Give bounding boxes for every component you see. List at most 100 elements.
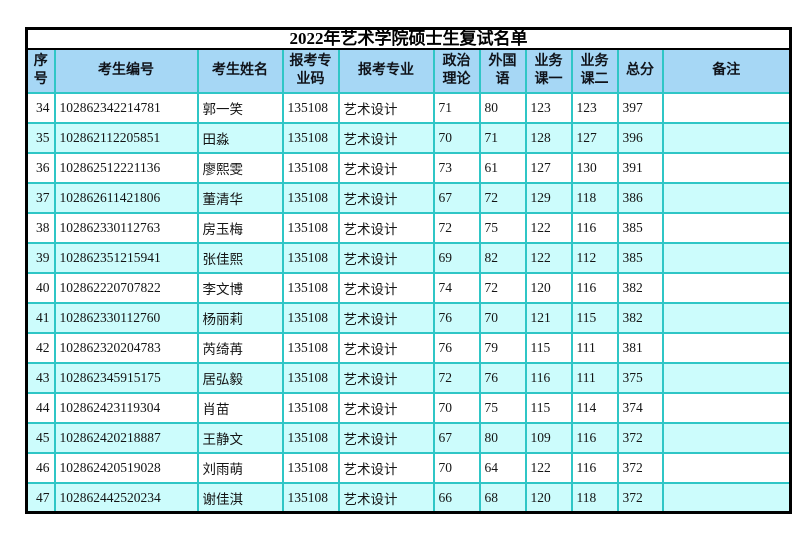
cell-seq: 37 bbox=[25, 181, 56, 214]
cell-candidate_id: 102862320204783 bbox=[53, 331, 199, 364]
cell-seq: 36 bbox=[25, 151, 56, 184]
cell-candidate_id: 102862420519028 bbox=[53, 451, 199, 484]
cell-major: 艺术设计 bbox=[337, 481, 435, 514]
cell-politics: 76 bbox=[432, 301, 481, 334]
cell-remark bbox=[661, 451, 792, 484]
cell-remark bbox=[661, 331, 792, 364]
cell-course2: 116 bbox=[570, 451, 619, 484]
cell-name: 田淼 bbox=[196, 121, 284, 154]
cell-foreign_lang: 75 bbox=[478, 211, 527, 244]
cell-foreign_lang: 80 bbox=[478, 421, 527, 454]
cell-seq: 46 bbox=[25, 451, 56, 484]
cell-name: 芮绮苒 bbox=[196, 331, 284, 364]
column-header-major_code: 报考专 业码 bbox=[281, 47, 340, 94]
cell-total: 385 bbox=[616, 241, 664, 274]
cell-remark bbox=[661, 391, 792, 424]
cell-total: 382 bbox=[616, 301, 664, 334]
cell-remark bbox=[661, 151, 792, 184]
cell-foreign_lang: 82 bbox=[478, 241, 527, 274]
cell-course2: 127 bbox=[570, 121, 619, 154]
cell-politics: 69 bbox=[432, 241, 481, 274]
table-row: 47 102862442520234 谢佳淇 135108 艺术设计 66 68 120 118… bbox=[25, 481, 792, 514]
cell-foreign_lang: 72 bbox=[478, 181, 527, 214]
cell-foreign_lang: 80 bbox=[478, 91, 527, 124]
roster-body: 34 102862342214781 郭一笑 135108 艺术设计 71 80 123 123… bbox=[25, 91, 792, 514]
cell-remark bbox=[661, 241, 792, 274]
cell-course2: 115 bbox=[570, 301, 619, 334]
cell-course1: 120 bbox=[524, 271, 573, 304]
cell-course2: 116 bbox=[570, 211, 619, 244]
cell-major_code: 135108 bbox=[281, 391, 340, 424]
cell-remark bbox=[661, 121, 792, 154]
cell-total: 375 bbox=[616, 361, 664, 394]
cell-course2: 118 bbox=[570, 481, 619, 514]
retest-roster-table: 2022年艺术学院硕士生复试名单 序 号考生编号 考生姓名 报考专 业码 报考专业 政治… bbox=[24, 26, 793, 515]
cell-name: 居弘毅 bbox=[196, 361, 284, 394]
cell-politics: 70 bbox=[432, 451, 481, 484]
column-header-name: 考生姓名 bbox=[196, 47, 284, 94]
cell-candidate_id: 102862342214781 bbox=[53, 91, 199, 124]
cell-seq: 42 bbox=[25, 331, 56, 364]
cell-candidate_id: 102862345915175 bbox=[53, 361, 199, 394]
cell-course1: 115 bbox=[524, 391, 573, 424]
cell-seq: 43 bbox=[25, 361, 56, 394]
cell-major: 艺术设计 bbox=[337, 91, 435, 124]
cell-total: 381 bbox=[616, 331, 664, 364]
cell-major_code: 135108 bbox=[281, 271, 340, 304]
cell-candidate_id: 102862420218887 bbox=[53, 421, 199, 454]
cell-course1: 128 bbox=[524, 121, 573, 154]
cell-politics: 72 bbox=[432, 361, 481, 394]
cell-major: 艺术设计 bbox=[337, 421, 435, 454]
cell-major: 艺术设计 bbox=[337, 451, 435, 484]
cell-total: 372 bbox=[616, 451, 664, 484]
cell-course2: 114 bbox=[570, 391, 619, 424]
cell-course1: 122 bbox=[524, 451, 573, 484]
cell-major_code: 135108 bbox=[281, 121, 340, 154]
cell-major: 艺术设计 bbox=[337, 331, 435, 364]
table-row: 36 102862512221136 廖熙雯 135108 艺术设计 73 61 127 130… bbox=[25, 151, 792, 184]
cell-candidate_id: 102862330112763 bbox=[53, 211, 199, 244]
cell-major: 艺术设计 bbox=[337, 361, 435, 394]
cell-course1: 123 bbox=[524, 91, 573, 124]
table-row: 44 102862423119304 肖苗 135108 艺术设计 70 75 115 114 3… bbox=[25, 391, 792, 424]
cell-name: 廖熙雯 bbox=[196, 151, 284, 184]
cell-seq: 38 bbox=[25, 211, 56, 244]
cell-foreign_lang: 79 bbox=[478, 331, 527, 364]
cell-major: 艺术设计 bbox=[337, 211, 435, 244]
table-row: 38 102862330112763 房玉梅 135108 艺术设计 72 75 122 116… bbox=[25, 211, 792, 244]
cell-candidate_id: 102862442520234 bbox=[53, 481, 199, 514]
cell-politics: 67 bbox=[432, 421, 481, 454]
cell-course1: 120 bbox=[524, 481, 573, 514]
cell-course2: 111 bbox=[570, 361, 619, 394]
cell-course2: 118 bbox=[570, 181, 619, 214]
cell-candidate_id: 102862220707822 bbox=[53, 271, 199, 304]
cell-remark bbox=[661, 421, 792, 454]
cell-major: 艺术设计 bbox=[337, 391, 435, 424]
cell-candidate_id: 102862351215941 bbox=[53, 241, 199, 274]
cell-name: 董清华 bbox=[196, 181, 284, 214]
table-row: 41 102862330112760 杨丽莉 135108 艺术设计 76 70 121 115… bbox=[25, 301, 792, 334]
cell-major_code: 135108 bbox=[281, 361, 340, 394]
cell-course1: 116 bbox=[524, 361, 573, 394]
table-row: 40 102862220707822 李文博 135108 艺术设计 74 72 120 116… bbox=[25, 271, 792, 304]
cell-total: 397 bbox=[616, 91, 664, 124]
cell-major: 艺术设计 bbox=[337, 271, 435, 304]
cell-major: 艺术设计 bbox=[337, 151, 435, 184]
cell-name: 刘雨萌 bbox=[196, 451, 284, 484]
title-row: 2022年艺术学院硕士生复试名单 bbox=[24, 26, 793, 50]
cell-total: 374 bbox=[616, 391, 664, 424]
column-header-course2: 业务 课二 bbox=[570, 47, 619, 94]
cell-foreign_lang: 75 bbox=[478, 391, 527, 424]
cell-politics: 73 bbox=[432, 151, 481, 184]
cell-total: 386 bbox=[616, 181, 664, 214]
table-row: 37 102862611421806 董清华 135108 艺术设计 67 72 129 118… bbox=[25, 181, 792, 214]
cell-total: 372 bbox=[616, 421, 664, 454]
cell-major_code: 135108 bbox=[281, 211, 340, 244]
cell-course1: 122 bbox=[524, 211, 573, 244]
cell-major_code: 135108 bbox=[281, 181, 340, 214]
cell-foreign_lang: 68 bbox=[478, 481, 527, 514]
cell-course1: 115 bbox=[524, 331, 573, 364]
cell-major_code: 135108 bbox=[281, 481, 340, 514]
cell-candidate_id: 102862423119304 bbox=[53, 391, 199, 424]
